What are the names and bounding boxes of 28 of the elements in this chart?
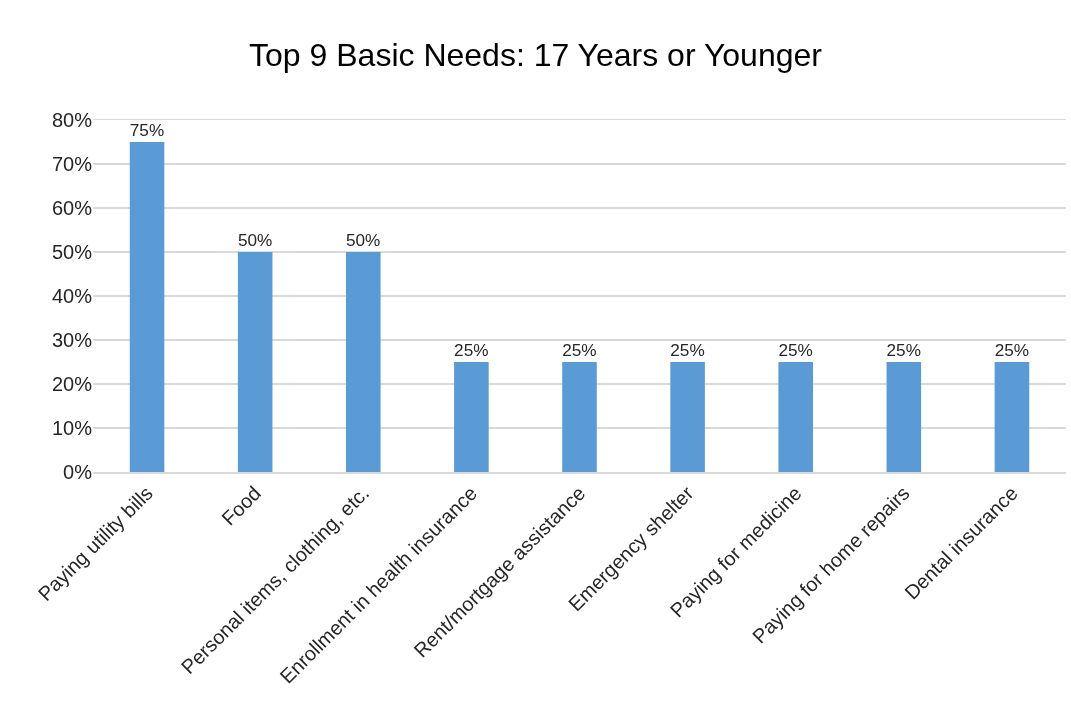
data-label: 25% xyxy=(886,339,921,360)
chart-title: Top 9 Basic Needs: 17 Years or Younger xyxy=(249,37,823,74)
y-tick-label: 30% xyxy=(51,329,93,351)
y-tick-label: 50% xyxy=(51,241,93,263)
bar xyxy=(670,362,705,472)
data-label: 50% xyxy=(345,229,381,250)
data-label: 25% xyxy=(454,339,489,360)
data-label: 25% xyxy=(994,339,1030,360)
bar xyxy=(237,252,273,472)
data-label: 25% xyxy=(778,339,813,360)
y-tick-label: 20% xyxy=(51,373,93,395)
y-tick-label: 70% xyxy=(51,153,93,175)
data-label: 50% xyxy=(237,229,273,250)
data-label: 75% xyxy=(129,119,165,140)
data-label: 25% xyxy=(562,339,597,360)
data-label: 25% xyxy=(670,339,705,360)
bar xyxy=(562,362,597,472)
bar xyxy=(886,362,922,472)
y-tick-label: 40% xyxy=(51,285,93,307)
bar xyxy=(778,362,814,472)
bar xyxy=(345,252,381,472)
y-tick-label: 10% xyxy=(51,417,93,439)
bar xyxy=(994,362,1030,472)
y-tick-label: 80% xyxy=(51,109,93,131)
bar xyxy=(454,362,489,472)
y-tick-label: 0% xyxy=(63,461,93,483)
y-tick-label: 60% xyxy=(51,197,93,219)
bar xyxy=(129,142,165,472)
